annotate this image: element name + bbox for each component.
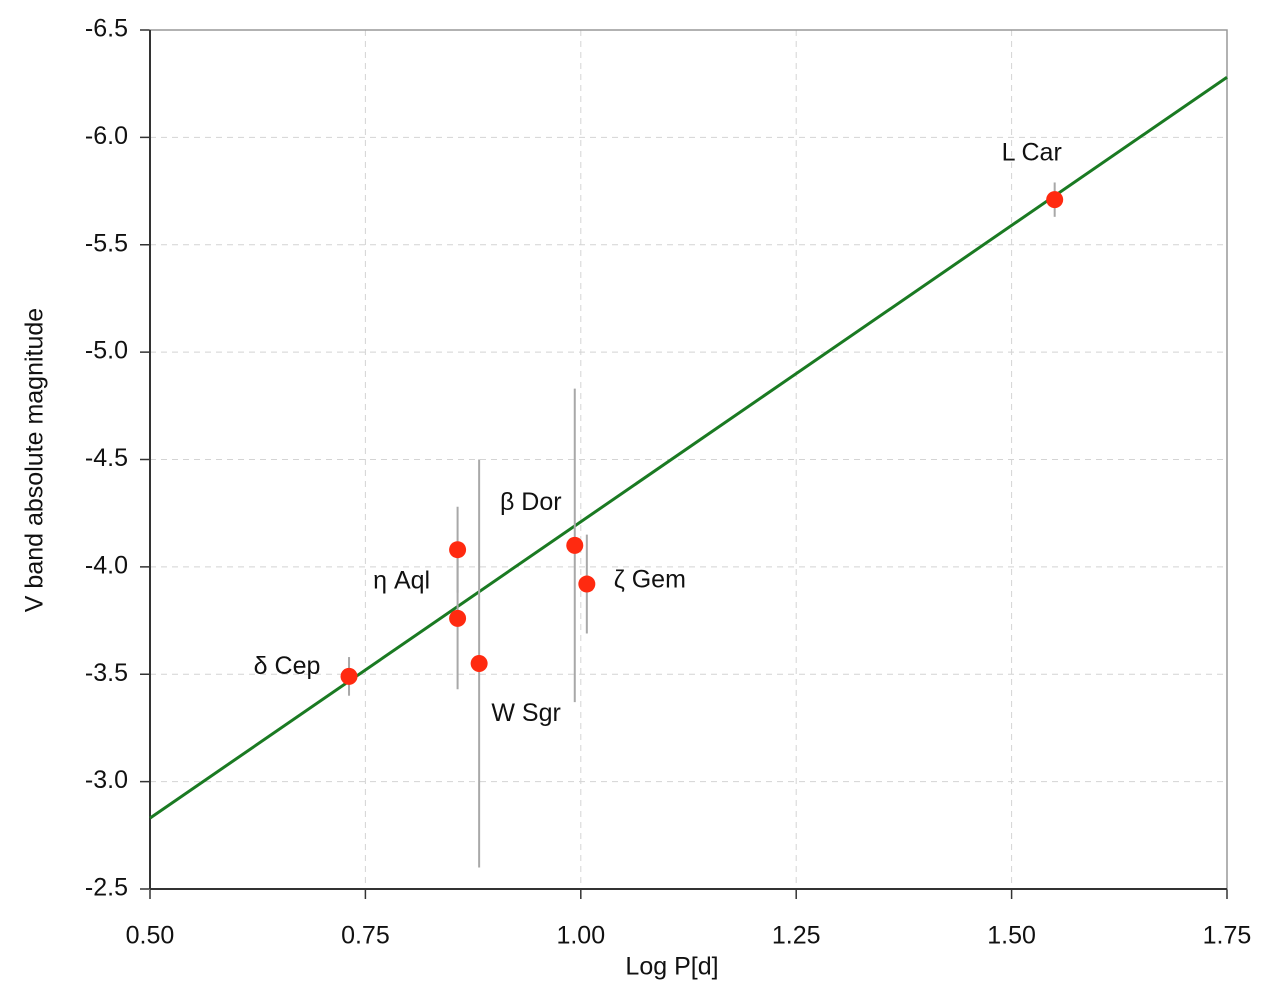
x-tick-label: 1.00 — [556, 922, 605, 950]
data-point — [566, 536, 584, 554]
x-tick-label: 0.75 — [341, 922, 390, 950]
data-point — [470, 655, 488, 673]
x-tick-label: 1.25 — [772, 922, 821, 950]
data-point — [340, 667, 358, 685]
point-label: ζ Gem — [614, 566, 686, 594]
data-point — [449, 609, 467, 627]
y-tick-label: -6.0 — [85, 122, 128, 150]
y-tick-label: -6.5 — [85, 15, 128, 43]
data-point — [1046, 191, 1064, 209]
y-tick-label: -3.0 — [85, 766, 128, 794]
x-tick-label: 0.50 — [126, 922, 175, 950]
point-label: L Car — [1002, 138, 1062, 166]
y-tick-label: -5.0 — [85, 337, 128, 365]
x-axis-title: Log P[d] — [625, 953, 718, 981]
data-point — [449, 541, 467, 559]
fit-line — [149, 76, 1228, 820]
y-tick-label: -4.5 — [85, 444, 128, 472]
x-tick-label: 1.50 — [987, 922, 1036, 950]
point-label: δ Cep — [254, 652, 321, 680]
y-axis-title: V band absolute magnitude — [21, 308, 49, 612]
y-tick-label: -3.5 — [85, 659, 128, 687]
y-tick-label: -2.5 — [85, 874, 128, 902]
point-label: W Sgr — [491, 699, 560, 727]
y-tick-label: -5.5 — [85, 229, 128, 257]
point-label: η Aql — [373, 566, 430, 594]
y-tick-label: -4.0 — [85, 551, 128, 579]
point-label: β Dor — [500, 488, 562, 516]
x-tick-label: 1.75 — [1203, 922, 1252, 950]
data-point — [578, 575, 596, 593]
